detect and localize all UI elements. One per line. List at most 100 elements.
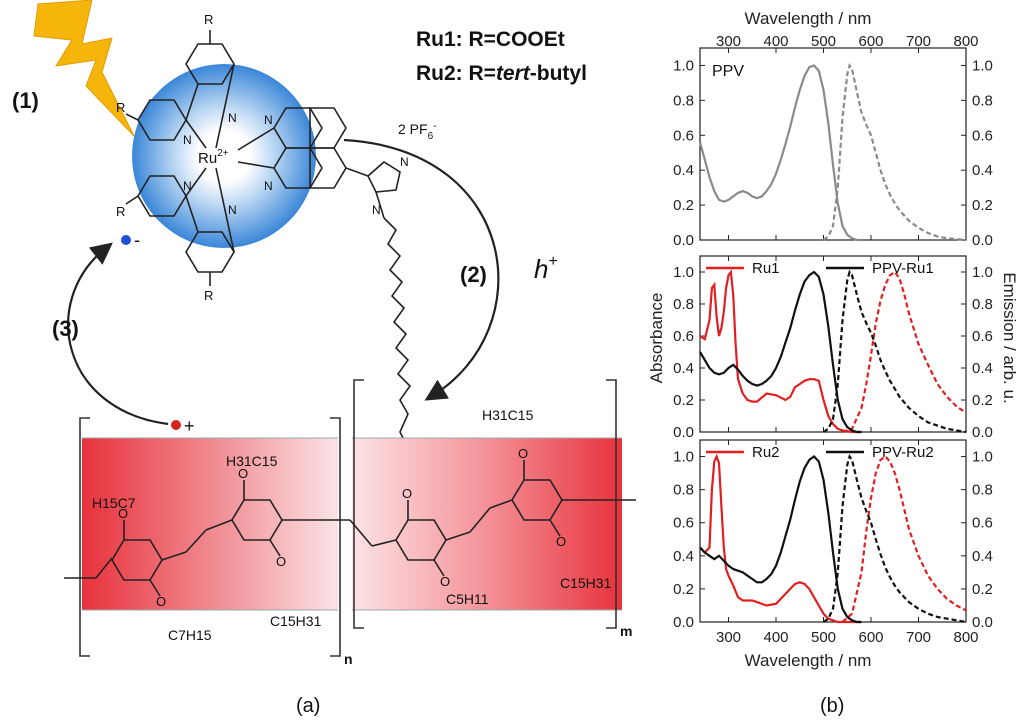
- bottom-x-tick-label: 600: [858, 629, 883, 646]
- y-tick-label-left: 0.2: [673, 392, 694, 409]
- r-label-left-bottom: R: [116, 204, 125, 219]
- n-atom: N: [264, 113, 273, 127]
- chain-c15-bottom: C15H31: [270, 613, 322, 629]
- y-tick-label-right: 0.4: [972, 360, 993, 377]
- y-tick-label-right: 0.8: [972, 92, 993, 109]
- bottom-x-tick-label: 300: [716, 629, 741, 646]
- y-tick-label-right: 0.6: [972, 127, 993, 144]
- n-atom: N: [264, 179, 273, 193]
- legend-label: Ru2: [752, 444, 780, 461]
- y-tick-label-left: 0.8: [673, 92, 694, 109]
- top-x-tick-label: 700: [906, 33, 931, 50]
- subplot-title: PPV: [712, 63, 744, 80]
- electron-sign: -: [134, 230, 140, 250]
- series-line-ppv-emission: [822, 62, 967, 242]
- y-tick-label-right: 0.6: [972, 515, 993, 532]
- panel-a-label: (a): [296, 695, 320, 717]
- oxygen-atom: O: [156, 594, 166, 609]
- subscript-m: m: [620, 623, 632, 639]
- spectra-panel: Wavelength / nm Wavelength / nm Absorban…: [647, 9, 1018, 717]
- series-line-ppv-ru1-absorption: [699, 270, 862, 434]
- y-tick-label-left: 0.0: [673, 424, 694, 441]
- oxygen-atom: O: [276, 554, 286, 569]
- oxygen-atom: O: [556, 534, 566, 549]
- series-line-ru2-emission: [841, 455, 967, 623]
- series-line-ppv-ru2-emission: [822, 453, 967, 624]
- series-line-ru1-absorption: [699, 269, 862, 434]
- chain-c15-right-bottom: C15H31: [560, 575, 612, 591]
- ru1-legend: Ru1: R=COOEt: [416, 28, 565, 51]
- oxygen-atom: O: [518, 446, 528, 461]
- polymer-band-right: [352, 438, 622, 610]
- hole-dot: [171, 420, 181, 430]
- chain-c7-bottom: C7H15: [168, 627, 212, 643]
- hole-label: h+: [534, 253, 558, 284]
- y-tick-label-right: 0.0: [972, 614, 993, 631]
- legend-label: PPV-Ru2: [872, 444, 934, 461]
- y-tick-label-right: 0.2: [972, 197, 993, 214]
- y-tick-label-left: 0.6: [673, 515, 694, 532]
- y-tick-label-left: 0.4: [673, 548, 694, 565]
- bracket-n: [79, 417, 341, 657]
- n-atom: N: [183, 133, 192, 147]
- n-atom: N: [183, 179, 192, 193]
- y-tick-label-right: 1.0: [972, 264, 993, 281]
- r-label-bottom: R: [204, 288, 213, 303]
- y-tick-label-right: 0.2: [972, 392, 993, 409]
- polymer-band-left: [82, 438, 338, 610]
- top-x-tick-label: 800: [953, 33, 978, 50]
- y-tick-label-left: 0.8: [673, 482, 694, 499]
- subscript-n: n: [344, 651, 353, 667]
- ru-complex-sphere: [132, 64, 316, 248]
- series-line-ppv-absorption: [698, 64, 862, 242]
- step2-label: (2): [460, 262, 487, 287]
- y-tick-label-left: 0.4: [673, 162, 694, 179]
- y-tick-label-right: 0.0: [972, 424, 993, 441]
- y-tick-label-left: 0.4: [673, 360, 694, 377]
- r-label-left-top: R: [116, 100, 125, 115]
- legend-label: PPV-Ru1: [872, 260, 934, 277]
- bipyridine-ligands: [125, 30, 235, 286]
- series-line-ru1-emission: [842, 270, 967, 434]
- chain-c7-top: H15C7: [92, 495, 136, 511]
- step1-label: (1): [12, 88, 39, 113]
- counterion-label: 2 PF6-: [398, 121, 436, 142]
- top-x-tick-label: 500: [811, 33, 836, 50]
- y-tick-label-right: 0.6: [972, 328, 993, 345]
- n-atom: N: [400, 155, 409, 169]
- y-tick-label-right: 1.0: [972, 57, 993, 74]
- bottom-x-tick-label: 500: [811, 629, 836, 646]
- scheme-panel: (1): [12, 0, 636, 717]
- top-x-tick-label: 300: [716, 33, 741, 50]
- phenanthroline-ligand: [237, 107, 401, 219]
- y-tick-label-left: 0.6: [673, 127, 694, 144]
- y-tick-label-right: 0.0: [972, 232, 993, 249]
- hole-transfer-arrow: [343, 138, 500, 401]
- oxygen-atom: O: [118, 506, 128, 521]
- plot-frame-3: [699, 439, 967, 623]
- y-tick-label-right: 0.4: [972, 162, 993, 179]
- n-atom: N: [228, 111, 237, 125]
- y-tick-label-left: 0.0: [673, 614, 694, 631]
- chain-c15-top: H31C15: [226, 453, 278, 469]
- top-x-tick-label: 400: [763, 33, 788, 50]
- ru2-legend: Ru2: R=tert-butyl: [416, 62, 587, 85]
- y-tick-label-left: 0.8: [673, 296, 694, 313]
- y-tick-label-left: 1.0: [673, 57, 694, 74]
- y-tick-label-left: 0.0: [673, 232, 694, 249]
- bottom-x-axis-label: Wavelength / nm: [745, 651, 872, 670]
- metal-label: Ru2+: [198, 148, 229, 167]
- y-tick-label-right: 0.2: [972, 581, 993, 598]
- y-tick-label-left: 1.0: [673, 449, 694, 466]
- chain-c5-bottom: C5H11: [446, 591, 489, 607]
- alkyl-linker: [383, 217, 412, 493]
- plot-frame-2: [699, 255, 967, 433]
- ppv-backbone: [64, 460, 636, 597]
- charge-recombination-arrow: [67, 242, 169, 426]
- oxygen-atom: O: [402, 486, 412, 501]
- y-tick-label-left: 0.2: [673, 581, 694, 598]
- hole-sign: +: [184, 416, 195, 436]
- n-atom: N: [372, 203, 381, 217]
- series-line-ppv-ru1-emission: [822, 269, 967, 434]
- chain-c15-right-top: H31C15: [482, 407, 534, 423]
